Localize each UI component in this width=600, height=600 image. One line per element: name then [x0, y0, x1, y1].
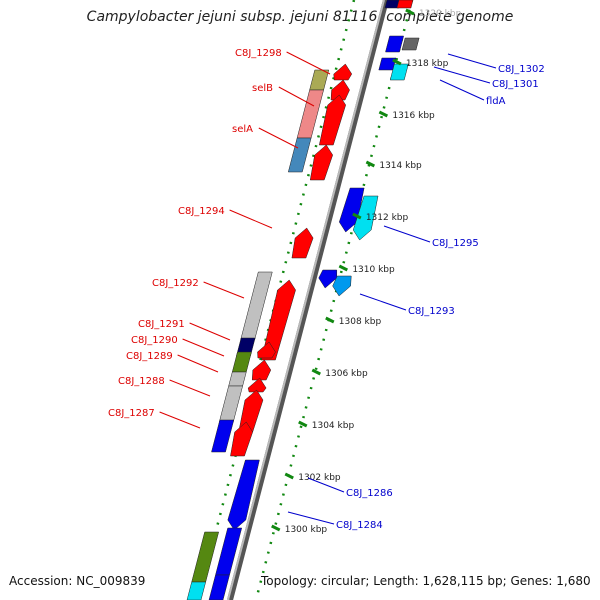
gene-c8j-1287 — [211, 419, 235, 453]
gene-c8j-1290 — [231, 351, 252, 373]
scale-tick — [311, 368, 321, 376]
gene-red-f — [257, 341, 276, 359]
scale-label: 1316 kbp — [392, 111, 435, 121]
scale-label: 1314 kbp — [379, 161, 422, 171]
gene-label-left: C8J_1294 — [178, 206, 225, 217]
leader-line-right — [359, 293, 407, 311]
gene-flda — [389, 63, 409, 81]
leader-line-left — [159, 411, 201, 429]
accession-label: Accession: NC_009839 — [9, 574, 146, 588]
leader-line-right — [433, 66, 491, 84]
gene-label-left: C8J_1289 — [126, 351, 173, 362]
gene-blue-b — [318, 269, 338, 289]
gene-red-j — [230, 421, 253, 457]
leader-line-left — [189, 322, 231, 341]
gene-label-left: C8J_1290 — [131, 335, 178, 346]
gene-c8j-1295 — [352, 195, 379, 241]
scale-label: 1300 kbp — [285, 525, 328, 535]
gene-red-d — [309, 144, 333, 181]
leader-line-right — [307, 477, 345, 493]
genome-summary: Topology: circular; Length: 1,628,115 bp… — [261, 574, 591, 588]
scale-tick — [365, 160, 376, 168]
scale-tick — [298, 420, 308, 428]
scale-tick — [325, 316, 335, 324]
leader-line-left — [177, 354, 219, 373]
scale-label: 1312 kbp — [366, 213, 409, 223]
leader-line-left — [169, 379, 211, 397]
gene-label-right: C8J_1295 — [432, 238, 479, 249]
gene-label-right: C8J_1293 — [408, 306, 455, 317]
genome-backbone — [227, 0, 385, 600]
gene-label-right: C8J_1301 — [492, 79, 539, 90]
leader-line-right — [383, 225, 431, 243]
gene-label-left: C8J_1291 — [138, 319, 185, 330]
leader-line-left — [182, 338, 225, 357]
scale-tick — [378, 110, 389, 118]
gene-label-right: C8J_1302 — [498, 64, 545, 75]
leader-line-left — [229, 209, 273, 229]
gene-red-a — [333, 63, 353, 81]
gene-label-left: C8J_1288 — [118, 376, 165, 387]
leader-line-left — [203, 281, 245, 299]
scale-label: 1304 kbp — [312, 421, 355, 431]
gene-block-top-b — [396, 0, 414, 9]
gene-label-left: selB — [252, 83, 273, 94]
leader-line-right — [287, 511, 335, 525]
gene-label-right: C8J_1286 — [346, 488, 393, 499]
scale-tick — [352, 212, 362, 220]
scale-label: 1306 kbp — [325, 369, 368, 379]
scale-label: 1302 kbp — [298, 473, 341, 483]
leader-line-left — [258, 127, 299, 149]
gene-c8j-1298 — [309, 69, 330, 91]
leader-line-left — [286, 51, 331, 75]
gene-c8j-1302 — [385, 35, 404, 53]
leader-line-left — [278, 86, 315, 107]
scale-label: 1318 kbp — [406, 59, 449, 69]
gene-label-left: C8J_1298 — [235, 48, 282, 59]
scale-label: 1308 kbp — [339, 317, 382, 327]
scale-label: 1310 kbp — [352, 265, 395, 275]
gene-c8j-1288 — [218, 385, 243, 423]
scale-label: 1320 kbp — [419, 9, 462, 19]
gene-selb — [296, 89, 324, 139]
leader-line-right — [447, 53, 497, 69]
scale-tick — [392, 58, 402, 66]
gene-c8j-1286 — [227, 459, 260, 531]
gene-red-g — [251, 359, 272, 381]
gene-c8j-1294 — [291, 227, 314, 259]
gene-label-right: C8J_1284 — [336, 520, 383, 531]
gene-red-e — [261, 279, 296, 361]
gene-red-c — [318, 94, 346, 146]
gene-blue-d — [208, 574, 230, 600]
gene-grey-small — [401, 37, 420, 51]
gene-sela — [287, 137, 312, 173]
gene-c8j-1293 — [332, 275, 352, 297]
scale-tick — [271, 524, 281, 532]
gene-label-left: selA — [232, 124, 253, 135]
gene-cyan-low — [186, 581, 207, 600]
gene-blue-a — [339, 187, 365, 233]
gene-label-left: C8J_1292 — [152, 278, 199, 289]
scale-tick — [284, 472, 294, 480]
gene-green-low — [191, 531, 220, 583]
leader-line-right — [439, 79, 485, 101]
genome-backbone-shadow — [227, 0, 389, 600]
gene-label-right: fldA — [486, 96, 506, 107]
gene-label-left: C8J_1287 — [108, 408, 155, 419]
scale-tick — [338, 264, 348, 272]
scale-tick — [405, 8, 415, 16]
gene-c8j-1289 — [228, 371, 247, 387]
